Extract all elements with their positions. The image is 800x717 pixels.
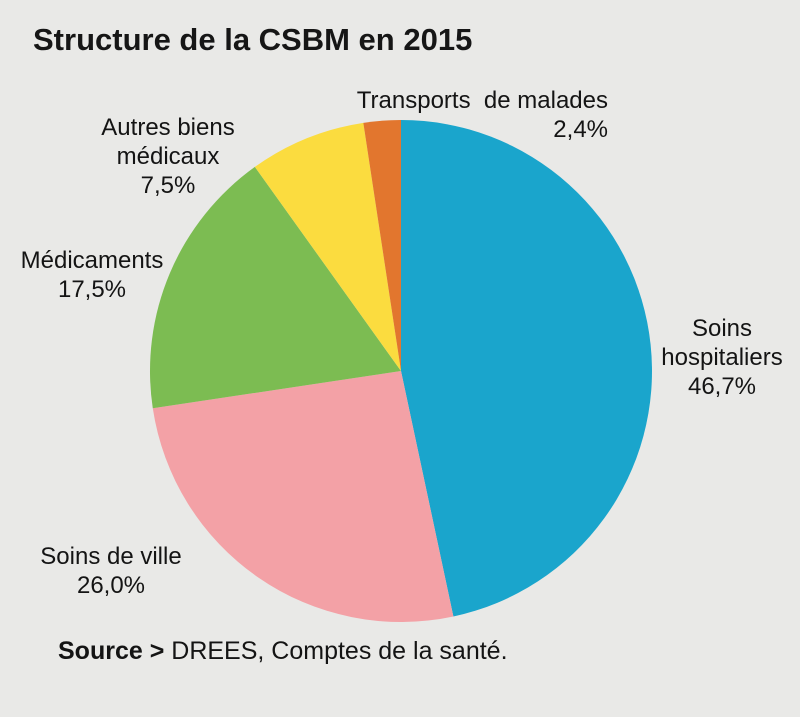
- label-ville-pct: 26,0%: [76, 572, 146, 599]
- label-medicaments: Médicaments 17,5%: [0, 246, 184, 304]
- source-prefix: Source >: [58, 637, 165, 665]
- label-soins-de-ville: Soins de ville 26,0%: [11, 542, 211, 600]
- label-medicaments-text: Médicaments: [20, 247, 164, 274]
- label-autres-pct: 7,5%: [140, 172, 196, 199]
- source-line: Source > DREES, Comptes de la santé.: [58, 637, 508, 666]
- pie-slice-transports-de-malades: [363, 120, 401, 371]
- label-transports-pct: 2,4%: [553, 116, 608, 143]
- pie-slice-medicaments: [149, 166, 401, 409]
- page-title: Structure de la CSBM en 2015: [33, 22, 473, 57]
- label-hospitaliers-line2: hospitaliers: [661, 344, 783, 371]
- label-hospitaliers-pct: 46,7%: [687, 373, 757, 400]
- label-autres-line1: Autres biens: [101, 114, 235, 141]
- pie-slice-soins-de-ville: [152, 371, 454, 622]
- label-transports-de-malades: Transports de malades 2,4%: [357, 86, 608, 144]
- label-autres-biens-medicaux: Autres biens médicaux 7,5%: [68, 113, 268, 200]
- label-hospitaliers-line1: Soins: [691, 315, 753, 342]
- pie-slice-soins-hospitaliers: [401, 120, 652, 617]
- label-transports-text: Transports de malades: [356, 87, 608, 114]
- label-autres-line2: médicaux: [116, 143, 220, 170]
- label-medicaments-pct: 17,5%: [57, 276, 127, 303]
- label-ville-text: Soins de ville: [40, 543, 182, 570]
- pie-slice-autres-biens-medicaux: [254, 122, 401, 371]
- label-soins-hospitaliers: Soins hospitaliers 46,7%: [622, 314, 800, 401]
- source-text: DREES, Comptes de la santé.: [164, 637, 508, 665]
